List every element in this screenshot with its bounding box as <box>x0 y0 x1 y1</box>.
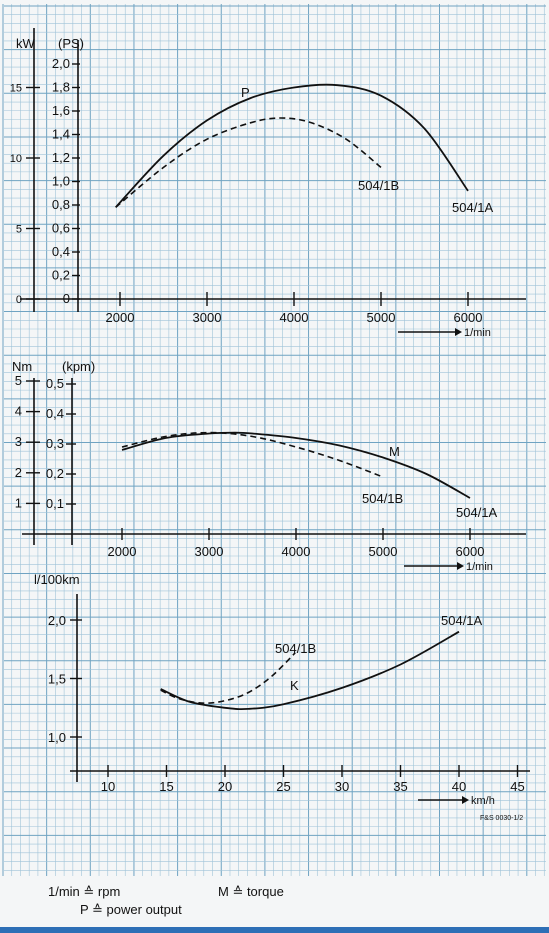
power-ps-tick-label: 1,4 <box>52 127 70 142</box>
torque-nm-tick-label: 2 <box>15 465 22 480</box>
torque-x-tick-label: 4000 <box>282 544 311 559</box>
torque-x-tick-label: 5000 <box>369 544 398 559</box>
legend-torque: M ≙ torque <box>218 884 284 899</box>
torque-nm-tick-label: 1 <box>15 495 22 510</box>
torque-kpm-tick-label: 0,5 <box>46 376 64 391</box>
power-kw-tick-label: 15 <box>10 83 22 95</box>
power-y-unit-ps: (PS) <box>58 36 84 51</box>
torque-kpm-tick-label: 0,3 <box>46 436 64 451</box>
power-ps-tick-label: 0,6 <box>52 221 70 236</box>
torque-kpm-tick-label: 0,1 <box>46 496 64 511</box>
power-ps-tick-label: 1,8 <box>52 80 70 95</box>
fuel-curve-5041b <box>160 652 296 704</box>
power-x-tick-label: 6000 <box>454 310 483 325</box>
fuel-x-axis-label: km/h <box>471 795 495 807</box>
performance-charts: 2000 3000 4000 5000 600005101500,20,40,60,81… <box>2 4 546 876</box>
fuel-series-label-504-1a: 504/1A <box>441 613 483 628</box>
power-x-tick-label: 5000 <box>367 310 396 325</box>
fuel-y-tick-label: 1,0 <box>48 730 66 745</box>
power-series-label-504-1b: 504/1B <box>358 178 399 193</box>
power-ps-tick-label: 2,0 <box>52 56 70 71</box>
torque-curve-5041a <box>121 431 471 499</box>
power-ps-tick-label: 0 <box>63 291 70 306</box>
source-code-label: F&S 0030-1/2 <box>480 815 523 822</box>
fuel-x-tick-label: 25 <box>276 779 290 794</box>
legend-rpm: 1/min ≙ rpm <box>48 884 121 899</box>
power-ps-tick-label: 1,0 <box>52 174 70 189</box>
fuel-x-tick-label: 15 <box>159 779 173 794</box>
bottom-border <box>0 927 549 933</box>
torque-kpm-tick-label: 0,4 <box>46 406 64 421</box>
fuel-x-tick-label: 20 <box>218 779 232 794</box>
power-ps-tick-label: 1,2 <box>52 150 70 165</box>
fuel-x-tick-label: 45 <box>510 779 524 794</box>
power-kw-tick-label: 5 <box>16 224 22 236</box>
fuel-x-tick-label: 40 <box>452 779 466 794</box>
torque-x-arrowhead <box>457 562 464 570</box>
fuel-y-tick-label: 2,0 <box>48 613 66 628</box>
torque-y-unit-kpm: (kpm) <box>62 359 95 374</box>
power-ps-tick-label: 1,6 <box>52 103 70 118</box>
power-x-arrowhead <box>455 328 462 336</box>
power-ps-tick-label: 0,8 <box>52 197 70 212</box>
power-x-tick-label: 3000 <box>193 310 222 325</box>
torque-x-axis-label: 1/min <box>466 561 493 573</box>
torque-nm-tick-label: 3 <box>15 434 22 449</box>
fuel-y-unit: l/100km <box>34 572 80 587</box>
power-curve-label-p: P <box>241 85 250 100</box>
fuel-x-tick-label: 35 <box>393 779 407 794</box>
power-x-tick-label: 4000 <box>280 310 309 325</box>
fuel-x-tick-label: 10 <box>101 779 115 794</box>
torque-y-unit-nm: Nm <box>12 359 32 374</box>
torque-curve-label-m: M <box>389 444 400 459</box>
torque-x-tick-label: 6000 <box>456 544 485 559</box>
torque-kpm-tick-label: 0,2 <box>46 466 64 481</box>
power-kw-tick-label: 10 <box>10 153 22 165</box>
torque-x-tick-label: 3000 <box>195 544 224 559</box>
power-kw-tick-label: 0 <box>16 294 22 306</box>
torque-curve-5041b <box>121 431 384 478</box>
torque-nm-tick-label: 4 <box>15 404 22 419</box>
torque-series-label-504-1b: 504/1B <box>362 491 403 506</box>
power-x-tick-label: 2000 <box>106 310 135 325</box>
power-y-unit-kw: kW <box>16 36 36 51</box>
legend-power: P ≙ power output <box>80 902 182 917</box>
fuel-y-tick-label: 1,5 <box>48 672 66 687</box>
legend-footer: 1/min ≙ rpm M ≙ torque P ≙ power output <box>0 880 549 933</box>
power-x-axis-label: 1/min <box>464 327 491 339</box>
torque-x-tick-label: 2000 <box>108 544 137 559</box>
power-ps-tick-label: 0,4 <box>52 244 70 259</box>
power-series-label-504-1a: 504/1A <box>452 200 494 215</box>
fuel-curve-label-k: K <box>290 678 299 693</box>
graph-paper-grid <box>2 4 546 876</box>
torque-series-label-504-1a: 504/1A <box>456 505 498 520</box>
fuel-x-tick-label: 30 <box>335 779 349 794</box>
fuel-x-arrowhead <box>462 796 469 804</box>
power-curve-5041a <box>115 83 469 208</box>
power-ps-tick-label: 0,2 <box>52 268 70 283</box>
fuel-series-label-504-1b: 504/1B <box>275 641 316 656</box>
torque-nm-tick-label: 5 <box>15 373 22 388</box>
